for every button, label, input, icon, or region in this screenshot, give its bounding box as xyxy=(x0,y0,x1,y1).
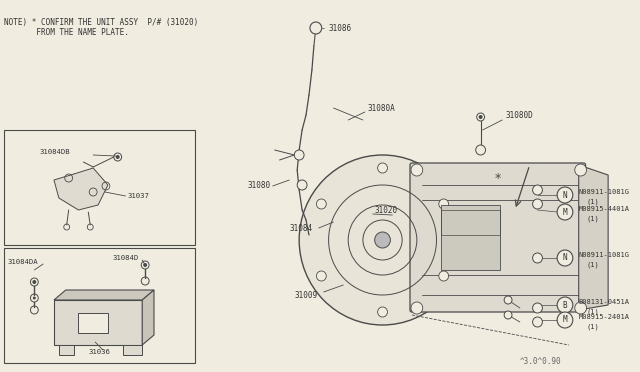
Circle shape xyxy=(532,303,543,313)
Circle shape xyxy=(575,302,586,314)
Circle shape xyxy=(575,164,586,176)
Bar xyxy=(442,205,500,270)
Bar xyxy=(79,313,108,333)
Circle shape xyxy=(411,302,423,314)
Text: (1): (1) xyxy=(586,199,599,205)
Circle shape xyxy=(439,271,449,281)
Text: 31080A: 31080A xyxy=(368,103,396,112)
Text: NOTE) * CONFIRM THE UNIT ASSY  P/# (31020): NOTE) * CONFIRM THE UNIT ASSY P/# (31020… xyxy=(4,17,198,26)
Text: 31009: 31009 xyxy=(294,291,317,299)
Circle shape xyxy=(479,115,483,119)
Text: (1): (1) xyxy=(586,309,599,315)
Bar xyxy=(4,248,195,363)
Text: 31037: 31037 xyxy=(127,193,149,199)
Text: N: N xyxy=(563,190,567,199)
Circle shape xyxy=(557,187,573,203)
Text: M08915-4401A: M08915-4401A xyxy=(579,206,630,212)
Polygon shape xyxy=(54,300,142,345)
Circle shape xyxy=(143,263,147,267)
Circle shape xyxy=(116,155,120,159)
Circle shape xyxy=(557,204,573,220)
Polygon shape xyxy=(123,345,142,355)
Text: 31084DB: 31084DB xyxy=(39,149,70,155)
Circle shape xyxy=(476,145,486,155)
Circle shape xyxy=(477,113,484,121)
Circle shape xyxy=(310,22,322,34)
Circle shape xyxy=(504,311,512,319)
Text: 31036: 31036 xyxy=(88,349,110,355)
Circle shape xyxy=(439,199,449,209)
Text: B: B xyxy=(563,301,567,310)
Text: M: M xyxy=(563,315,567,324)
Circle shape xyxy=(297,180,307,190)
Polygon shape xyxy=(54,168,108,210)
Circle shape xyxy=(557,297,573,313)
Text: B08131-0451A: B08131-0451A xyxy=(579,299,630,305)
Polygon shape xyxy=(579,165,608,310)
Text: FROM THE NAME PLATE.: FROM THE NAME PLATE. xyxy=(4,28,129,36)
FancyBboxPatch shape xyxy=(410,163,586,312)
Circle shape xyxy=(294,150,304,160)
Polygon shape xyxy=(59,345,74,355)
Text: M08915-2401A: M08915-2401A xyxy=(579,314,630,320)
Text: 31080D: 31080D xyxy=(505,110,533,119)
Circle shape xyxy=(532,199,543,209)
Text: (1): (1) xyxy=(586,324,599,330)
Text: M: M xyxy=(563,208,567,217)
Text: *: * xyxy=(494,171,500,185)
Text: N08911-1081G: N08911-1081G xyxy=(579,189,630,195)
Text: (1): (1) xyxy=(586,262,599,268)
Polygon shape xyxy=(142,290,154,345)
Circle shape xyxy=(378,163,387,173)
Circle shape xyxy=(33,296,36,299)
Text: 31084D: 31084D xyxy=(113,255,139,261)
Bar xyxy=(442,210,500,235)
Circle shape xyxy=(299,155,466,325)
Circle shape xyxy=(532,185,543,195)
Circle shape xyxy=(504,296,512,304)
Circle shape xyxy=(378,307,387,317)
Circle shape xyxy=(532,317,543,327)
Circle shape xyxy=(33,280,36,284)
Bar xyxy=(4,130,195,245)
Circle shape xyxy=(411,164,423,176)
Text: (1): (1) xyxy=(586,216,599,222)
Text: ^3.0^0.90: ^3.0^0.90 xyxy=(520,357,561,366)
Text: 31084DA: 31084DA xyxy=(8,259,38,265)
Circle shape xyxy=(557,250,573,266)
Circle shape xyxy=(316,199,326,209)
Polygon shape xyxy=(54,290,154,300)
Text: 31080: 31080 xyxy=(247,180,270,189)
Circle shape xyxy=(316,271,326,281)
Circle shape xyxy=(532,253,543,263)
Text: 31084: 31084 xyxy=(289,224,312,232)
Text: N: N xyxy=(563,253,567,263)
Text: N08911-1081G: N08911-1081G xyxy=(579,252,630,258)
Circle shape xyxy=(374,232,390,248)
Text: 31086: 31086 xyxy=(328,23,352,32)
Circle shape xyxy=(557,312,573,328)
Text: 31020: 31020 xyxy=(374,205,398,215)
